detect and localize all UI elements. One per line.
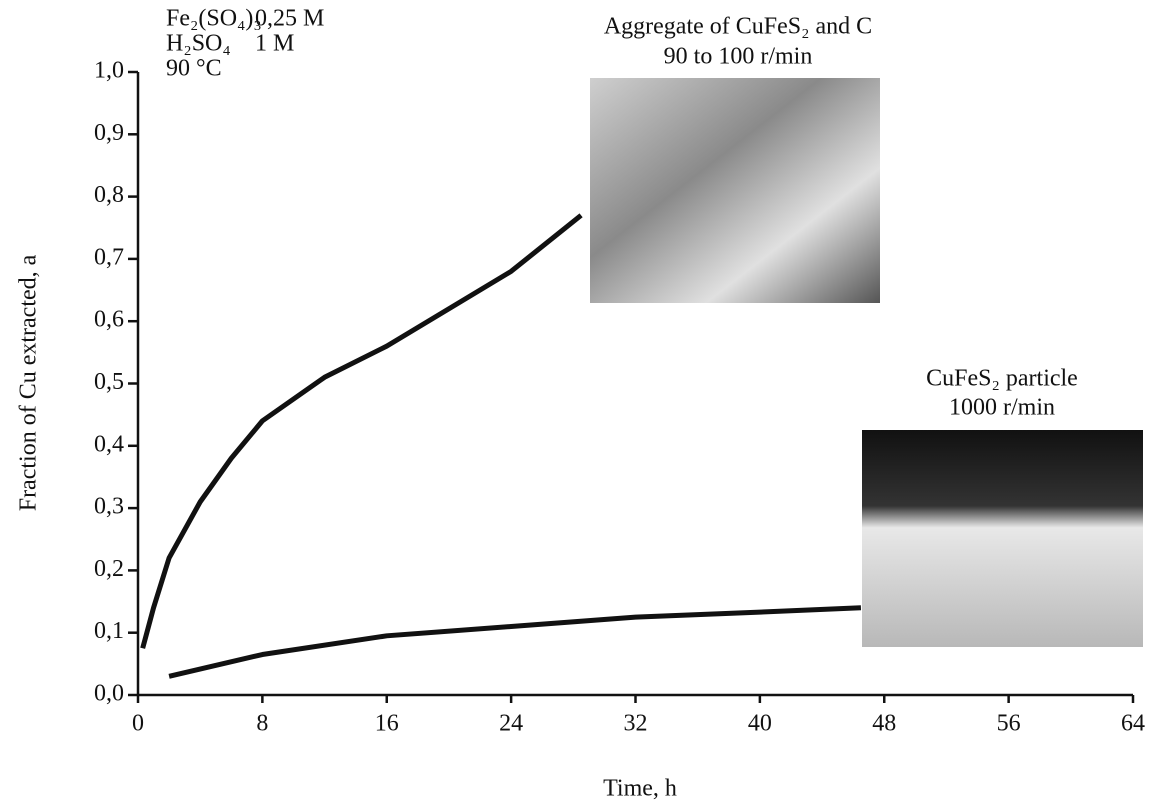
y-tick-label: 0,8: [94, 182, 124, 208]
condition-text: H₂SO₄: [166, 31, 231, 57]
condition-text: 0,25 M: [255, 6, 324, 32]
y-tick-label: 0,3: [94, 494, 124, 520]
data-line: [169, 608, 861, 677]
y-tick-label: 0,7: [94, 244, 124, 270]
y-tick-label: 1,0: [94, 58, 124, 84]
annotation: CuFeS₂ particle: [926, 366, 1078, 392]
x-tick-label: 40: [748, 711, 772, 737]
x-tick-label: 32: [624, 711, 648, 737]
condition-text: 90 °C: [166, 56, 222, 82]
x-tick-label: 16: [375, 711, 399, 737]
x-tick-label: 64: [1121, 711, 1145, 737]
y-tick-label: 0,6: [94, 307, 124, 333]
y-tick-label: 0,9: [94, 120, 124, 146]
sem-image: [590, 78, 880, 303]
x-tick-label: 8: [256, 711, 268, 737]
data-line: [143, 215, 581, 648]
y-tick-label: 0,0: [94, 681, 124, 707]
annotation: 90 to 100 r/min: [664, 44, 813, 70]
annotation: Aggregate of CuFeS₂ and C: [604, 14, 872, 40]
x-tick-label: 56: [997, 711, 1021, 737]
condition-text: 1 M: [255, 31, 294, 57]
x-tick-label: 0: [132, 711, 144, 737]
y-axis-label: Fraction of Cu extracted, a: [16, 254, 42, 511]
x-axis-label: Time, h: [603, 776, 677, 802]
sem-image: [862, 430, 1143, 647]
y-tick-label: 0,1: [94, 618, 124, 644]
y-tick-label: 0,4: [94, 431, 124, 457]
x-tick-label: 48: [872, 711, 896, 737]
y-tick-label: 0,2: [94, 556, 124, 582]
condition-text: Fe₂(SO₄)₃: [166, 6, 262, 32]
y-tick-label: 0,5: [94, 369, 124, 395]
x-tick-label: 24: [499, 711, 523, 737]
chart: Time, h Fraction of Cu extracted, a 0,0 0…: [0, 0, 1149, 805]
annotation: 1000 r/min: [949, 395, 1055, 421]
